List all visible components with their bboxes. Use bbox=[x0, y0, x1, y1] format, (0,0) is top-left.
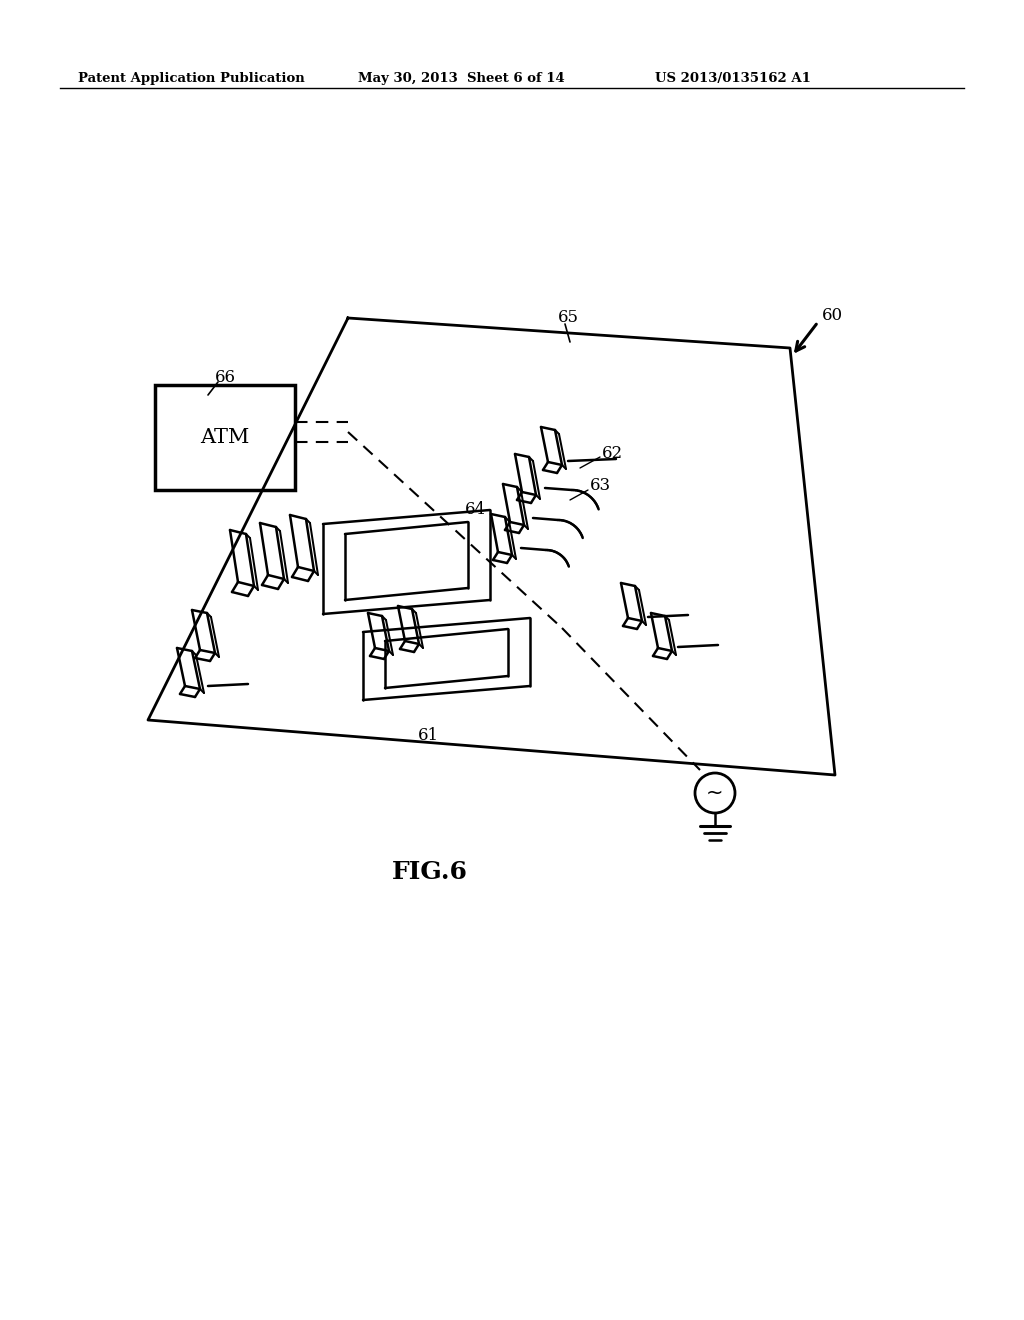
Text: 65: 65 bbox=[558, 309, 579, 326]
Text: FIG.6: FIG.6 bbox=[392, 861, 468, 884]
Text: Patent Application Publication: Patent Application Publication bbox=[78, 73, 305, 84]
Text: ~: ~ bbox=[707, 783, 724, 803]
Text: 64: 64 bbox=[465, 502, 486, 519]
Text: ATM: ATM bbox=[201, 428, 250, 447]
Text: 60: 60 bbox=[822, 306, 843, 323]
Text: 66: 66 bbox=[215, 368, 236, 385]
Text: 63: 63 bbox=[590, 478, 611, 495]
Text: US 2013/0135162 A1: US 2013/0135162 A1 bbox=[655, 73, 811, 84]
Text: 62: 62 bbox=[602, 445, 624, 462]
Text: May 30, 2013  Sheet 6 of 14: May 30, 2013 Sheet 6 of 14 bbox=[358, 73, 565, 84]
Bar bbox=[155, 385, 295, 490]
Text: 61: 61 bbox=[418, 727, 439, 744]
